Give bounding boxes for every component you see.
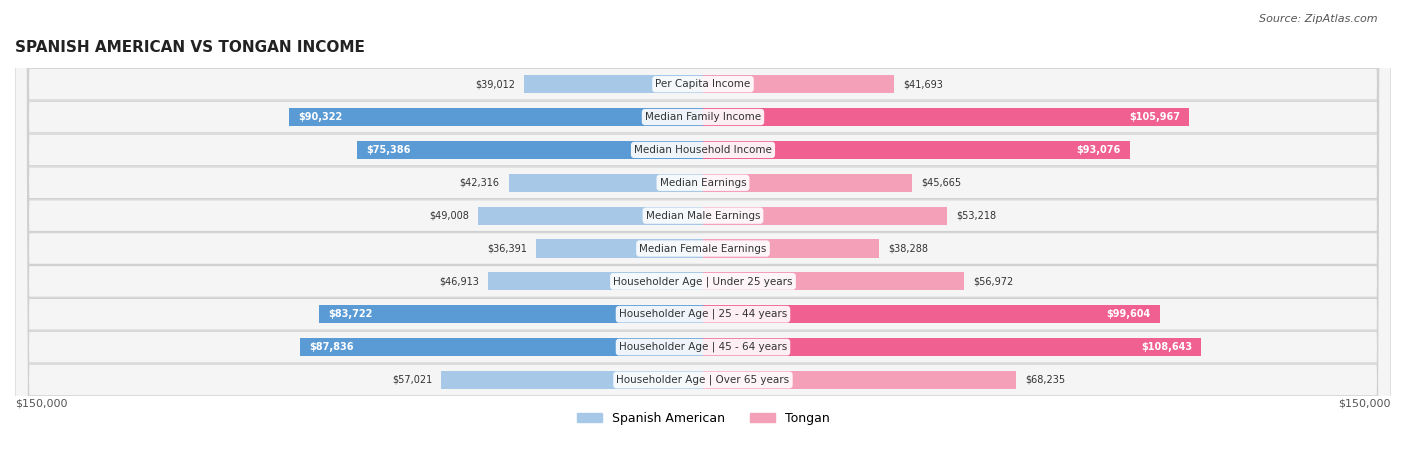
Text: Median Household Income: Median Household Income bbox=[634, 145, 772, 155]
Text: Per Capita Income: Per Capita Income bbox=[655, 79, 751, 89]
Bar bbox=[703, 305, 1160, 323]
Bar bbox=[524, 75, 703, 93]
Bar bbox=[488, 272, 703, 290]
Text: $93,076: $93,076 bbox=[1077, 145, 1121, 155]
Text: Median Male Earnings: Median Male Earnings bbox=[645, 211, 761, 220]
Text: $90,322: $90,322 bbox=[298, 112, 342, 122]
Text: $42,316: $42,316 bbox=[460, 178, 499, 188]
FancyBboxPatch shape bbox=[15, 0, 1391, 467]
Text: $53,218: $53,218 bbox=[956, 211, 997, 220]
Legend: Spanish American, Tongan: Spanish American, Tongan bbox=[572, 407, 834, 430]
Text: $99,604: $99,604 bbox=[1107, 309, 1150, 319]
Text: $49,008: $49,008 bbox=[429, 211, 470, 220]
Text: $36,391: $36,391 bbox=[486, 243, 527, 254]
Bar bbox=[319, 305, 703, 323]
Bar bbox=[509, 174, 703, 192]
Bar bbox=[536, 240, 703, 257]
FancyBboxPatch shape bbox=[15, 0, 1391, 467]
Text: $150,000: $150,000 bbox=[1339, 398, 1391, 408]
FancyBboxPatch shape bbox=[15, 0, 1391, 467]
Bar bbox=[703, 141, 1130, 159]
Text: $83,722: $83,722 bbox=[328, 309, 373, 319]
Bar bbox=[703, 338, 1201, 356]
Text: $150,000: $150,000 bbox=[15, 398, 67, 408]
Bar bbox=[703, 75, 894, 93]
FancyBboxPatch shape bbox=[15, 0, 1391, 467]
Text: Median Female Earnings: Median Female Earnings bbox=[640, 243, 766, 254]
FancyBboxPatch shape bbox=[15, 0, 1391, 467]
Text: $87,836: $87,836 bbox=[309, 342, 354, 352]
Bar bbox=[478, 206, 703, 225]
FancyBboxPatch shape bbox=[15, 0, 1391, 467]
Text: Householder Age | Over 65 years: Householder Age | Over 65 years bbox=[616, 375, 790, 385]
Text: SPANISH AMERICAN VS TONGAN INCOME: SPANISH AMERICAN VS TONGAN INCOME bbox=[15, 40, 366, 55]
Text: Median Earnings: Median Earnings bbox=[659, 178, 747, 188]
FancyBboxPatch shape bbox=[15, 0, 1391, 467]
Text: Householder Age | Under 25 years: Householder Age | Under 25 years bbox=[613, 276, 793, 287]
FancyBboxPatch shape bbox=[15, 0, 1391, 467]
Bar bbox=[441, 371, 703, 389]
Text: $105,967: $105,967 bbox=[1129, 112, 1180, 122]
Text: Householder Age | 25 - 44 years: Householder Age | 25 - 44 years bbox=[619, 309, 787, 319]
Bar bbox=[703, 174, 912, 192]
Bar bbox=[288, 108, 703, 126]
Text: Householder Age | 45 - 64 years: Householder Age | 45 - 64 years bbox=[619, 342, 787, 353]
Text: $68,235: $68,235 bbox=[1025, 375, 1066, 385]
Bar bbox=[703, 371, 1017, 389]
FancyBboxPatch shape bbox=[15, 0, 1391, 467]
Text: $41,693: $41,693 bbox=[904, 79, 943, 89]
Text: $38,288: $38,288 bbox=[887, 243, 928, 254]
Text: Source: ZipAtlas.com: Source: ZipAtlas.com bbox=[1260, 14, 1378, 24]
Text: $56,972: $56,972 bbox=[973, 276, 1014, 286]
Text: $39,012: $39,012 bbox=[475, 79, 515, 89]
FancyBboxPatch shape bbox=[15, 0, 1391, 467]
Bar bbox=[703, 108, 1189, 126]
Text: Median Family Income: Median Family Income bbox=[645, 112, 761, 122]
Bar bbox=[703, 272, 965, 290]
Bar bbox=[703, 240, 879, 257]
Bar bbox=[299, 338, 703, 356]
Text: $45,665: $45,665 bbox=[921, 178, 962, 188]
Text: $46,913: $46,913 bbox=[439, 276, 478, 286]
Text: $108,643: $108,643 bbox=[1142, 342, 1192, 352]
Text: $57,021: $57,021 bbox=[392, 375, 432, 385]
Bar bbox=[703, 206, 948, 225]
Bar bbox=[357, 141, 703, 159]
Text: $75,386: $75,386 bbox=[367, 145, 411, 155]
